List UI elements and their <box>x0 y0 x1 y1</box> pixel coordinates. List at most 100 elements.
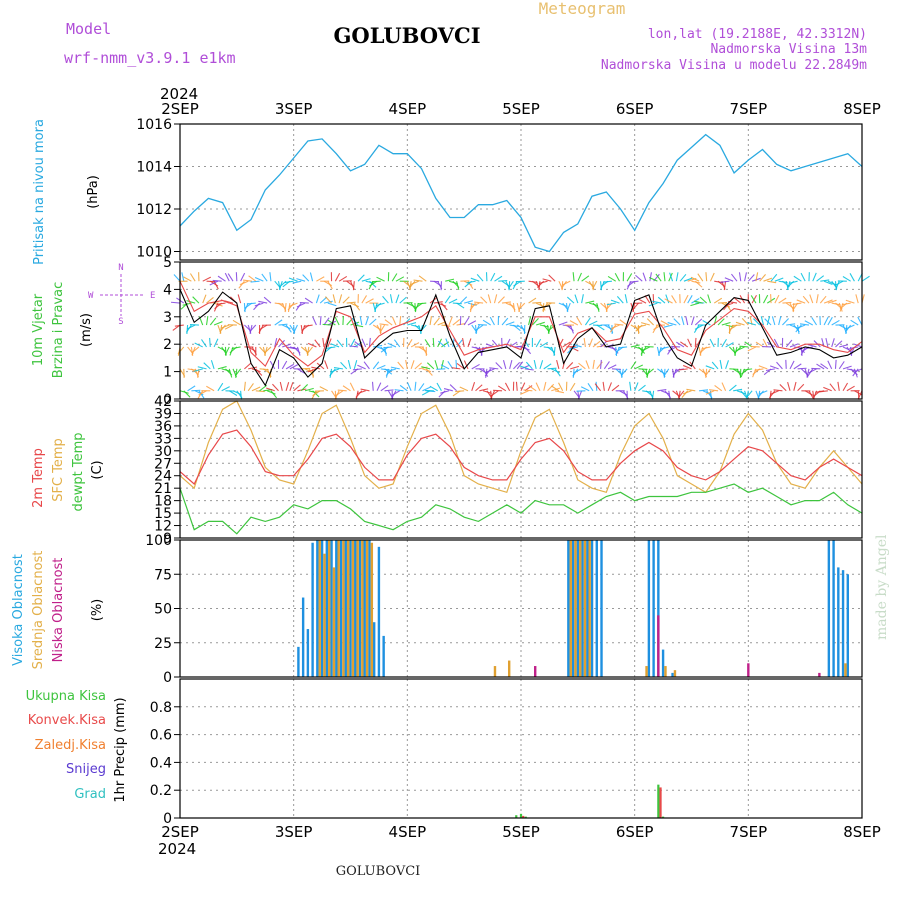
wind-arrow <box>554 390 565 394</box>
wind-arrow <box>395 276 405 282</box>
wind-arrow <box>315 294 320 304</box>
wind-arrow <box>254 302 264 307</box>
wind-arrow <box>793 275 802 282</box>
precip-legend-item: Konvek.Kisa <box>28 713 106 728</box>
wind-arrow <box>422 368 432 373</box>
ytick-label: 0.8 <box>150 700 172 716</box>
temp-title-1: 2m Temp <box>31 448 46 508</box>
wind-arrow <box>520 390 529 395</box>
wind-arrow <box>335 390 344 397</box>
wind-arrow <box>212 279 222 282</box>
wind-arrow <box>391 273 398 282</box>
wind-arrow <box>452 337 455 348</box>
ytick-label: 2 <box>163 337 172 353</box>
wind-arrow <box>255 368 263 376</box>
wind-arrow <box>293 384 301 392</box>
bar-1 <box>673 670 677 677</box>
wind-arrow <box>363 361 370 370</box>
wind-arrow <box>800 272 806 282</box>
wind-arrow <box>288 277 298 282</box>
bar-0 <box>652 540 655 677</box>
precip-yticks: 0 0.2 0.4 0.6 0.8 <box>150 700 180 827</box>
wind-arrow <box>581 294 584 304</box>
wind-arrow <box>827 360 833 370</box>
wind-arrow <box>231 346 241 350</box>
wind-arrow <box>497 296 505 304</box>
wind-arrow <box>827 316 833 326</box>
ytick-label: 15 <box>154 506 172 522</box>
wind-arrow <box>352 281 355 291</box>
ytick-label: 1 <box>163 365 172 381</box>
wind-arrow <box>217 275 226 282</box>
wind-arrow <box>307 342 317 348</box>
wind-arrow <box>444 295 451 304</box>
wind-arrow <box>247 383 254 392</box>
wind-arrow <box>746 390 749 400</box>
wind-arrow <box>410 342 420 348</box>
wind-arrow <box>699 296 708 304</box>
precip-legend-item: Snijeg <box>66 762 106 777</box>
wind-arrow <box>470 277 480 282</box>
wind-arrow <box>323 317 330 326</box>
wind-arrow <box>528 385 537 392</box>
wind-arrow <box>776 361 783 370</box>
wind-arrow <box>845 324 848 335</box>
wind-arrow <box>660 390 670 395</box>
wind-arrow <box>686 388 696 392</box>
wind-arrow <box>553 346 556 356</box>
wind-arrow <box>739 345 749 348</box>
wind-arrow <box>547 383 555 392</box>
wind-arrow <box>407 322 417 326</box>
wind-arrow <box>384 389 394 392</box>
bar-1 <box>332 567 336 677</box>
wind-arrow <box>519 365 529 370</box>
wind-arrow <box>675 272 679 282</box>
wind-arrow <box>405 359 408 369</box>
wind-arrow <box>720 280 730 283</box>
bar-0 <box>832 540 835 677</box>
wind-arrow <box>743 368 753 371</box>
wind-arrow <box>209 280 219 286</box>
ytick-label: 9 <box>163 531 172 547</box>
bar-1 <box>328 540 331 677</box>
bar-1 <box>346 540 350 677</box>
dewpoint-line <box>179 483 863 535</box>
wind-arrow <box>709 272 715 282</box>
wind-unit: (m/s) <box>79 313 94 347</box>
wind-arrow <box>379 323 389 326</box>
wind-arrow <box>683 294 689 304</box>
wind-arrow <box>669 272 674 282</box>
wind-arrow <box>693 300 703 304</box>
wind-arrow <box>504 382 511 392</box>
pressure-line <box>179 133 863 253</box>
wind-arrow <box>577 272 582 282</box>
wind-arrow <box>340 361 348 370</box>
wind-arrow <box>422 386 431 392</box>
wind-arrow <box>306 346 314 355</box>
wind-arrow <box>770 273 778 282</box>
wind-arrow <box>467 338 472 348</box>
wind-arrow <box>455 390 465 393</box>
wind-arrow <box>694 324 704 330</box>
wind-arrow <box>760 316 765 326</box>
wind-arrow <box>357 364 366 370</box>
wind-arrow <box>493 294 498 304</box>
cloud-bars <box>180 540 862 678</box>
wind-arrow <box>837 381 840 391</box>
wind-arrow <box>573 368 582 374</box>
wind-arrow <box>516 361 524 370</box>
station-title: GOLUBOVCI <box>333 23 480 48</box>
wind-arrow <box>572 368 575 378</box>
wind-arrow <box>395 294 400 304</box>
wind-arrow <box>285 324 292 333</box>
wind-arrow <box>383 346 393 349</box>
wind-arrow <box>406 338 413 348</box>
precip-panel: Ukupna Kisa Konvek.Kisa Zaledj.Kisa Snijeg G… <box>26 678 863 827</box>
wind-arrow <box>368 337 371 347</box>
wind-arrow <box>239 280 249 286</box>
bar-0 <box>301 597 305 677</box>
wind-arrow <box>258 300 268 304</box>
wind-arrow <box>338 294 343 304</box>
ytick-label: 24 <box>154 469 172 485</box>
wind-arrow <box>562 341 571 348</box>
